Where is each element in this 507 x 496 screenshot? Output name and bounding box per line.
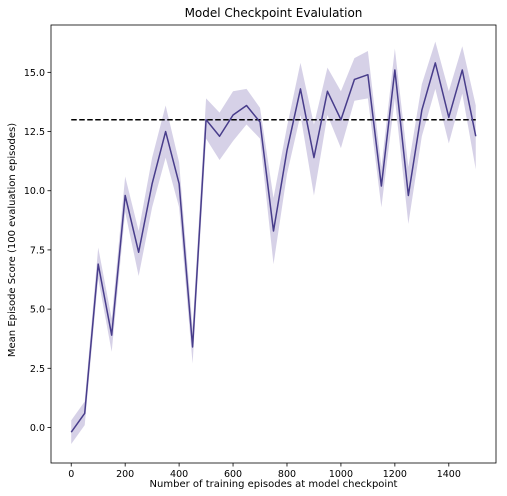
data-point: [83, 412, 86, 415]
data-point: [380, 184, 383, 187]
x-tick-label: 200: [116, 469, 134, 480]
data-point: [353, 78, 356, 81]
y-tick-label: 2.5: [30, 364, 45, 375]
data-point: [232, 113, 235, 116]
x-axis-label: Number of training episodes at model che…: [150, 479, 398, 490]
y-tick-label: 5.0: [30, 305, 45, 316]
data-point: [110, 334, 113, 337]
series-line: [70, 62, 477, 433]
y-tick-label: 15.0: [24, 68, 45, 79]
confidence-band: [71, 41, 476, 445]
data-point: [299, 87, 302, 90]
y-tick-label: 7.5: [30, 245, 45, 256]
x-axis-ticks: 0 200 400 600 800 1000 1200 1400: [68, 463, 461, 480]
data-point: [97, 263, 100, 266]
data-point: [474, 135, 477, 138]
data-point: [407, 194, 410, 197]
data-point: [366, 73, 369, 76]
data-point: [124, 194, 127, 197]
y-tick-label: 12.5: [24, 127, 45, 138]
data-point: [447, 116, 450, 119]
data-point: [151, 182, 154, 185]
y-tick-label: 10.0: [24, 186, 45, 197]
data-point: [259, 121, 262, 124]
data-point: [245, 104, 248, 107]
data-point: [178, 182, 181, 185]
data-point: [191, 345, 194, 348]
x-tick-label: 1200: [383, 469, 407, 480]
x-tick-label: 1000: [329, 469, 353, 480]
data-point: [164, 130, 167, 133]
data-point: [461, 68, 464, 71]
y-tick-label: 0.0: [30, 423, 45, 434]
data-point: [434, 61, 437, 64]
x-tick-label: 600: [224, 469, 242, 480]
data-point: [137, 251, 140, 254]
chart-title: Model Checkpoint Evalulation: [185, 6, 363, 20]
data-point: [218, 135, 221, 138]
x-tick-label: 800: [278, 469, 296, 480]
y-axis-label: Mean Episode Score (100 evaluation episo…: [7, 123, 18, 357]
axes-frame: [50, 24, 497, 464]
data-point: [272, 229, 275, 232]
data-point: [285, 149, 288, 152]
data-point: [339, 118, 342, 121]
plot-frame: [50, 24, 497, 464]
data-point: [393, 68, 396, 71]
confidence-band-layer: [71, 41, 476, 445]
series-line-layer: [70, 61, 477, 434]
x-tick-label: 1400: [437, 469, 461, 480]
data-point: [205, 118, 208, 121]
x-tick-label: 400: [170, 469, 188, 480]
data-point: [312, 156, 315, 159]
y-axis-ticks: 0.0 2.5 5.0 7.5 10.0 12.5 15.0: [24, 68, 51, 434]
data-point: [420, 109, 423, 112]
data-point: [70, 431, 73, 434]
data-point: [326, 90, 329, 93]
x-tick-label: 0: [68, 469, 74, 480]
